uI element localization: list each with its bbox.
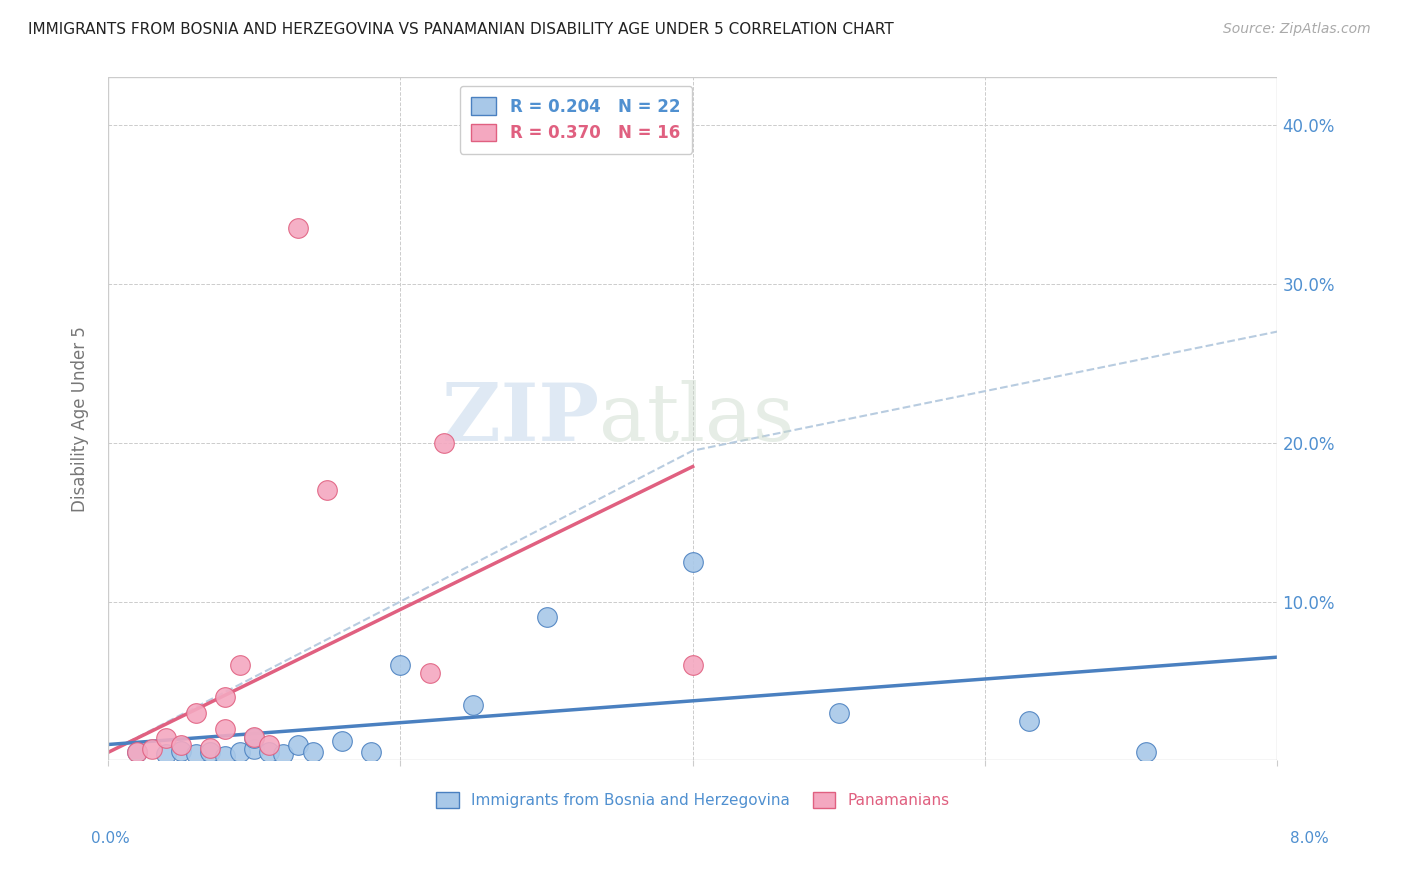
Point xyxy=(433,435,456,450)
Point xyxy=(682,658,704,673)
Point xyxy=(155,747,177,761)
Point xyxy=(330,734,353,748)
Point xyxy=(287,221,309,235)
Point xyxy=(228,746,250,760)
Point xyxy=(301,746,323,760)
Point xyxy=(1135,746,1157,760)
Point xyxy=(200,746,222,760)
Point xyxy=(1018,714,1040,728)
Point xyxy=(170,738,193,752)
Point xyxy=(389,658,412,673)
Point xyxy=(127,746,149,760)
Point xyxy=(170,744,193,758)
Point xyxy=(273,747,295,761)
Point xyxy=(287,738,309,752)
Legend: Immigrants from Bosnia and Herzegovina, Panamanians: Immigrants from Bosnia and Herzegovina, … xyxy=(429,786,956,814)
Point xyxy=(360,746,382,760)
Point xyxy=(243,731,266,746)
Point xyxy=(257,746,280,760)
Text: Source: ZipAtlas.com: Source: ZipAtlas.com xyxy=(1223,22,1371,37)
Point xyxy=(228,658,250,673)
Text: atlas: atlas xyxy=(599,380,794,458)
Point xyxy=(184,706,207,720)
Point xyxy=(536,610,558,624)
Point xyxy=(214,722,236,736)
Point xyxy=(257,738,280,752)
Point xyxy=(463,698,485,712)
Text: 8.0%: 8.0% xyxy=(1289,831,1329,847)
Point xyxy=(828,706,851,720)
Text: 0.0%: 0.0% xyxy=(91,831,131,847)
Point xyxy=(243,742,266,756)
Point xyxy=(243,730,266,744)
Point xyxy=(214,690,236,704)
Point xyxy=(141,742,163,756)
Point xyxy=(200,740,222,755)
Y-axis label: Disability Age Under 5: Disability Age Under 5 xyxy=(72,326,89,512)
Point xyxy=(155,731,177,746)
Point xyxy=(419,666,441,681)
Point xyxy=(682,555,704,569)
Point xyxy=(184,747,207,761)
Point xyxy=(316,483,339,498)
Text: ZIP: ZIP xyxy=(441,380,599,458)
Text: IMMIGRANTS FROM BOSNIA AND HERZEGOVINA VS PANAMANIAN DISABILITY AGE UNDER 5 CORR: IMMIGRANTS FROM BOSNIA AND HERZEGOVINA V… xyxy=(28,22,894,37)
Point xyxy=(127,746,149,760)
Point xyxy=(214,748,236,763)
